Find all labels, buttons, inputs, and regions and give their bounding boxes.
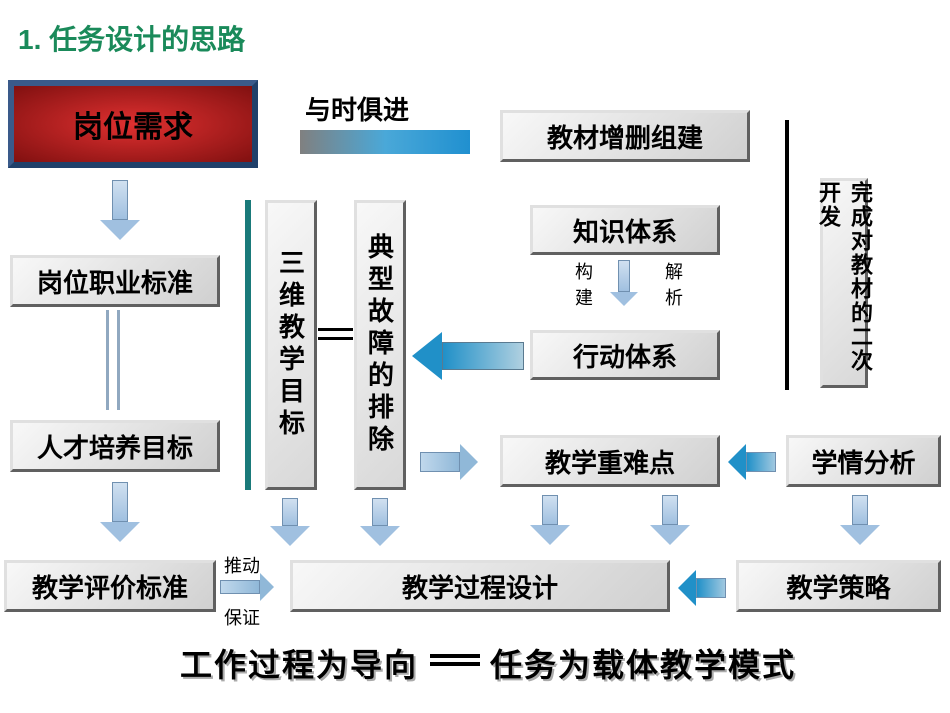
- node-label: 岗位需求: [73, 102, 193, 146]
- arrow-right-to-key: [420, 444, 478, 480]
- node-label: 教学评价标准: [32, 568, 188, 605]
- node-three-d-goal: 三维教学目标: [265, 200, 317, 490]
- arrow-down-talent: [100, 482, 140, 542]
- arrow-left-action: [412, 332, 524, 380]
- arrow-down-learner: [840, 495, 880, 545]
- node-strategy: 教学策略: [736, 560, 941, 612]
- arrow-down-3d: [270, 498, 310, 546]
- arrow-down-key2: [650, 495, 690, 545]
- node-label: 完成对教材的二次开发: [812, 181, 876, 385]
- double-line-between: [318, 328, 353, 340]
- teal-line: [245, 200, 251, 490]
- node-learner-analysis: 学情分析: [786, 435, 941, 487]
- node-job-demand: 岗位需求: [8, 80, 258, 168]
- page-title: 1. 任务设计的思路: [18, 18, 245, 58]
- node-label: 岗位职业标准: [37, 263, 193, 300]
- node-knowledge-sys: 知识体系: [530, 205, 720, 255]
- node-complete-dev: 完成对教材的二次开发: [820, 178, 868, 388]
- double-line-v1: [106, 310, 120, 410]
- arrow-down-knowledge: [608, 260, 640, 306]
- arrow-left-to-key: [728, 444, 776, 480]
- vline-right: [785, 120, 789, 390]
- node-typical-fault: 典型故障的排除: [354, 200, 406, 490]
- node-label: 行动体系: [573, 337, 677, 374]
- arrow-down-1: [100, 180, 140, 240]
- node-label: 教学重难点: [545, 443, 675, 480]
- node-action-sys: 行动体系: [530, 330, 720, 380]
- footer-dash: [430, 654, 480, 666]
- node-label: 教学策略: [786, 568, 890, 605]
- node-talent-goal: 人才培养目标: [10, 420, 220, 472]
- node-eval-standard: 教学评价标准: [4, 560, 216, 612]
- node-process-design: 教学过程设计: [290, 560, 670, 612]
- footer-right: 任务为载体教学模式: [490, 640, 796, 686]
- label-guarantee: 保证: [224, 604, 260, 630]
- node-label: 教学过程设计: [402, 568, 558, 605]
- node-label: 知识体系: [573, 212, 677, 249]
- node-label: 典型故障的排除: [362, 233, 399, 457]
- node-label: 学情分析: [811, 443, 915, 480]
- node-textbook-build: 教材增删组建: [500, 110, 750, 162]
- node-job-standard: 岗位职业标准: [10, 255, 220, 307]
- arrow-down-key1: [530, 495, 570, 545]
- gradient-bar: [300, 130, 470, 154]
- node-label: 三维教学目标: [273, 249, 310, 441]
- node-label: 人才培养目标: [37, 428, 193, 465]
- label-build: 构建: [570, 262, 596, 314]
- node-key-difficult: 教学重难点: [500, 435, 720, 487]
- footer-left: 工作过程为导向: [180, 640, 418, 686]
- label-parse: 解析: [660, 262, 686, 314]
- arrow-strategy-to-process: [678, 570, 726, 606]
- arrow-push: [220, 573, 274, 601]
- node-label: 教材增删组建: [547, 118, 703, 155]
- label-keep-pace: 与时俱进: [305, 90, 409, 127]
- arrow-down-typical: [360, 498, 400, 546]
